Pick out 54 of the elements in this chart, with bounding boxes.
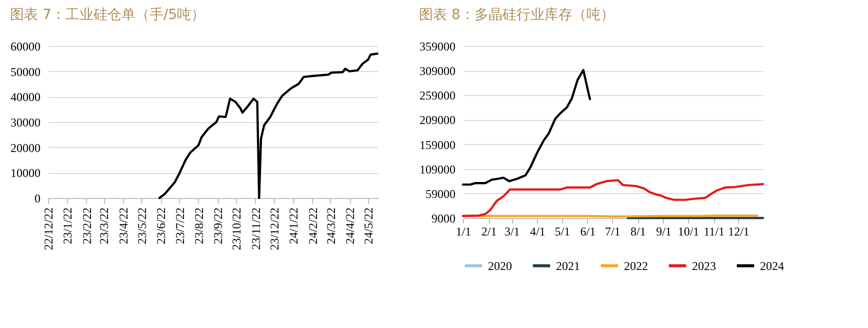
- x-tick-label: 24/1/22: [286, 208, 301, 244]
- y-tick-label: 30000: [10, 116, 40, 130]
- x-tick-label: 23/10/22: [230, 208, 244, 250]
- x-tick-label: 23/1/22: [60, 208, 75, 244]
- legend-label: 2022: [624, 258, 648, 273]
- line-series: [462, 68, 592, 186]
- x-tick-label: 23/7/22: [172, 208, 187, 244]
- line-series: [158, 52, 378, 200]
- y-tick-label: 59000: [426, 186, 456, 201]
- x-tick-label: 24/3/22: [324, 208, 338, 244]
- chart-title: 图表 7：工业硅仓单（手/5吨）: [10, 7, 205, 23]
- y-tick-label: 20000: [10, 140, 40, 155]
- y-tick-label: 40000: [10, 90, 40, 104]
- x-tick-label: 23/3/22: [97, 208, 112, 244]
- y-tick-label: 9000: [432, 212, 456, 226]
- x-tick-label: 23/12/22: [267, 208, 282, 250]
- x-tick-label: 7/1: [605, 224, 620, 238]
- x-tick-label: 24/5/22: [362, 208, 376, 244]
- legend-label: 2020: [488, 258, 512, 273]
- x-tick-label: 22/12/22: [42, 208, 56, 250]
- y-tick-label: 60000: [10, 40, 40, 54]
- x-tick-label: 11/1: [704, 224, 724, 238]
- legend-label: 2021: [556, 258, 580, 273]
- x-tick-label: 4/1: [530, 224, 546, 238]
- y-tick-label: 159000: [420, 138, 456, 152]
- legend-label: 2023: [692, 258, 716, 273]
- y-tick-label: 259000: [420, 88, 456, 103]
- chart-title: 图表 8：多晶硅行业库存（吨）: [419, 7, 614, 23]
- x-tick-label: 23/5/22: [134, 208, 149, 244]
- legend-label: 2024: [760, 258, 784, 273]
- y-tick-label: 50000: [10, 64, 40, 79]
- x-tick-label: 23/9/22: [211, 208, 226, 244]
- x-tick-label: 1/1: [456, 224, 472, 238]
- y-tick-label: 309000: [420, 64, 456, 78]
- x-tick-label: 23/11/22: [248, 208, 263, 250]
- x-tick-label: 2/1: [481, 224, 497, 238]
- y-tick-label: 10000: [10, 166, 40, 180]
- x-tick-label: 24/4/22: [343, 208, 358, 244]
- x-tick-label: 5/1: [554, 224, 570, 238]
- x-tick-label: 23/6/22: [154, 208, 168, 244]
- x-tick-label: 23/8/22: [192, 208, 206, 244]
- y-tick-label: 109000: [420, 162, 456, 176]
- x-tick-label: 12/1: [728, 224, 750, 238]
- x-tick-label: 9/1: [656, 224, 672, 238]
- x-tick-label: 23/4/22: [116, 208, 130, 244]
- x-tick-label: 3/1: [504, 224, 520, 238]
- y-tick-label: 359000: [420, 40, 456, 54]
- x-tick-label: 23/2/22: [80, 208, 94, 244]
- y-tick-label: 0: [34, 192, 40, 206]
- y-tick-label: 209000: [420, 113, 456, 128]
- x-tick-label: 24/2/22: [306, 208, 320, 244]
- x-tick-label: 6/1: [580, 224, 596, 238]
- x-tick-label: 10/1: [678, 224, 700, 238]
- x-tick-label: 8/1: [630, 224, 646, 238]
